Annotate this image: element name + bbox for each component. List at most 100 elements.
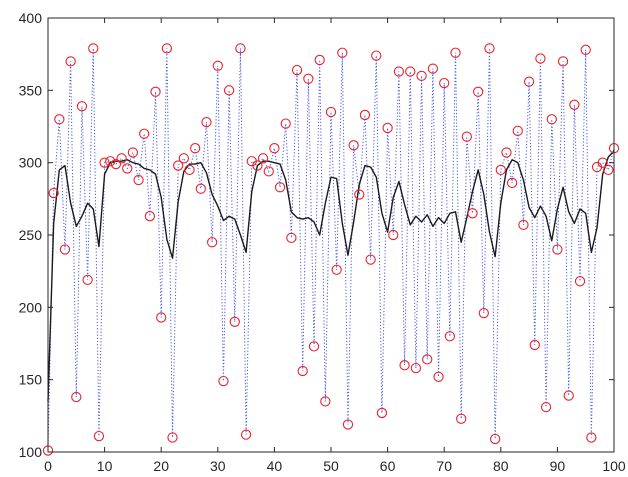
data-point-marker xyxy=(190,143,201,154)
data-point-marker xyxy=(597,157,608,168)
data-point-marker xyxy=(410,362,422,374)
x-axis: 0 10 20 30 40 50 60 70 80 90 100 xyxy=(44,18,626,474)
data-point-marker xyxy=(144,211,156,222)
x-tick-label: 50 xyxy=(323,458,339,474)
data-point-marker xyxy=(359,109,371,121)
x-tick-label: 40 xyxy=(267,458,283,474)
data-point-marker xyxy=(127,147,139,158)
data-point-marker xyxy=(523,76,535,87)
x-tick-label: 20 xyxy=(153,458,169,474)
data-point-marker xyxy=(518,219,529,231)
x-tick-label: 80 xyxy=(493,458,509,474)
data-point-marker xyxy=(173,160,184,171)
data-point-marker xyxy=(393,66,405,77)
x-tick-label: 70 xyxy=(436,458,452,474)
data-point-marker xyxy=(433,371,444,382)
y-tick-label: 300 xyxy=(19,155,43,171)
data-point-marker xyxy=(456,413,467,424)
data-point-marker xyxy=(88,43,99,54)
data-point-marker xyxy=(303,73,314,84)
data-point-marker xyxy=(122,163,133,174)
y-axis: 100 150 200 250 300 350 400 xyxy=(19,10,614,460)
data-point-marker xyxy=(206,237,218,248)
data-point-marker xyxy=(76,101,88,112)
data-point-marker xyxy=(156,312,167,323)
data-point-marker xyxy=(427,63,439,74)
data-point-marker xyxy=(274,182,286,193)
data-point-marker xyxy=(574,276,586,287)
data-point-marker xyxy=(371,50,382,61)
data-point-marker xyxy=(540,401,552,413)
data-point-marker xyxy=(99,157,110,168)
x-tick-label: 30 xyxy=(210,458,226,474)
data-point-marker xyxy=(501,147,512,158)
x-tick-label: 60 xyxy=(380,458,396,474)
data-point-marker xyxy=(557,56,569,67)
data-point-marker xyxy=(512,125,523,136)
data-point-marker xyxy=(223,85,235,96)
data-point-marker xyxy=(337,47,348,58)
data-point-marker xyxy=(48,187,59,199)
data-point-marker xyxy=(416,70,427,82)
data-point-marker xyxy=(54,114,65,125)
data-point-marker xyxy=(325,106,337,118)
plot-background xyxy=(48,18,614,452)
x-tick-label: 0 xyxy=(44,458,52,474)
data-point-marker xyxy=(439,77,450,89)
data-point-marker xyxy=(110,158,122,170)
y-tick-label: 400 xyxy=(19,10,43,26)
data-point-marker xyxy=(240,429,252,440)
y-tick-label: 350 xyxy=(19,82,43,98)
data-point-marker xyxy=(184,164,195,176)
data-point-marker xyxy=(105,156,116,167)
data-point-marker xyxy=(82,274,93,285)
data-point-marker xyxy=(308,341,320,352)
data-point-marker xyxy=(229,316,240,327)
data-point-marker xyxy=(331,264,342,275)
data-point-marker xyxy=(444,331,456,342)
data-point-marker xyxy=(320,396,331,407)
data-point-marker xyxy=(506,177,518,189)
data-point-marker xyxy=(314,54,325,66)
x-tick-label: 10 xyxy=(97,458,113,474)
data-point-marker xyxy=(569,99,580,110)
smoothed-series-line xyxy=(47,150,615,402)
data-point-marker xyxy=(603,164,614,176)
data-point-marker xyxy=(495,164,506,176)
data-point-marker xyxy=(291,64,303,76)
data-point-marker xyxy=(354,189,365,200)
data-point-marker xyxy=(586,432,597,443)
data-point-marker xyxy=(467,208,478,219)
data-point-marker xyxy=(376,407,388,419)
data-point-marker xyxy=(484,43,495,54)
data-point-marker xyxy=(161,43,173,54)
data-point-marker xyxy=(218,375,229,387)
data-point-marker xyxy=(399,360,410,371)
data-point-marker xyxy=(580,44,591,55)
data-point-marker xyxy=(93,430,105,442)
data-point-marker xyxy=(59,244,71,255)
data-point-marker xyxy=(552,244,563,255)
data-point-marker xyxy=(212,60,223,71)
data-point-marker xyxy=(280,118,291,129)
data-point-marker xyxy=(116,153,127,164)
y-tick-label: 200 xyxy=(19,299,43,315)
data-point-marker xyxy=(150,86,161,97)
y-tick-label: 250 xyxy=(19,227,43,243)
data-point-marker xyxy=(348,140,359,151)
data-point-marker xyxy=(461,131,472,142)
data-point-marker xyxy=(405,66,416,77)
y-tick-label: 150 xyxy=(19,372,43,388)
smoothed-series-path xyxy=(47,150,615,402)
data-point-marker xyxy=(450,47,461,58)
data-point-marker xyxy=(365,254,376,265)
marker-series xyxy=(42,43,620,456)
data-point-marker xyxy=(252,160,263,171)
data-point-marker xyxy=(535,53,546,64)
data-point-marker xyxy=(297,365,308,377)
data-point-marker xyxy=(263,166,274,177)
data-point-marker xyxy=(257,153,269,164)
data-point-marker xyxy=(489,433,501,445)
data-point-marker xyxy=(133,174,144,186)
